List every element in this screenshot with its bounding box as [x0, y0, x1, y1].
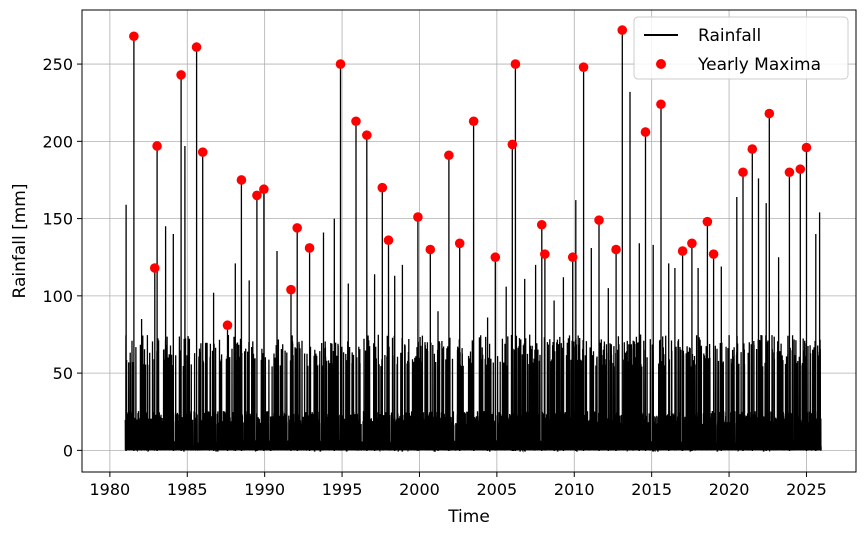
y-tick-label: 200: [42, 132, 73, 151]
x-tick-label: 1990: [244, 480, 285, 499]
plot-area: [124, 25, 822, 453]
yearly-maximum-point: [252, 190, 262, 201]
x-tick-label: 2015: [631, 480, 672, 499]
y-tick-label: 50: [53, 364, 73, 383]
yearly-maximum-point: [383, 235, 394, 246]
yearly-maximum-point: [377, 182, 388, 193]
y-axis: 0 50 100 150 200 250: [42, 55, 82, 460]
yearly-maximum-point: [191, 42, 202, 52]
x-tick-label: 2005: [477, 480, 518, 499]
yearly-maximum-point: [536, 219, 547, 230]
yearly-maximum-point: [176, 70, 186, 80]
yearly-maximum-point: [335, 59, 346, 69]
axes-frame: [81, 9, 857, 473]
yearly-maximum-point: [795, 164, 806, 174]
yearly-maximum-point: [362, 130, 372, 140]
yearly-maximum-point: [702, 216, 713, 227]
yearly-maximum-point: [468, 116, 479, 127]
yearly-maximum-point: [640, 127, 651, 137]
yearly-maximum-point: [197, 147, 208, 157]
yearly-maximum-point: [222, 320, 233, 331]
yearly-maximum-point: [784, 167, 795, 178]
yearly-maximum-point: [611, 244, 621, 255]
legend: Rainfall Yearly Maxima: [633, 16, 849, 80]
x-axis: 1980 1985 1990 1995 2000 2005 2010 2015 2020 2025: [90, 472, 827, 499]
yearly-maximum-point: [129, 31, 139, 42]
x-tick-label: 2025: [786, 480, 827, 499]
yearly-maximum-point: [507, 139, 518, 150]
y-axis-label: Rainfall [mm]: [10, 184, 30, 299]
yearly-maximum-point: [510, 59, 521, 69]
yearly-maximum-point: [351, 116, 361, 127]
x-tick-label: 2000: [399, 480, 440, 499]
yearly-maximum-point: [425, 244, 436, 255]
yearly-maximum-point: [454, 238, 465, 249]
yearly-maximum-point: [617, 25, 628, 35]
x-tick-label: 1995: [322, 480, 363, 499]
y-tick-label: 150: [42, 210, 73, 229]
yearly-maximum-point: [801, 142, 812, 153]
x-tick-label: 1985: [167, 480, 208, 499]
x-tick-label: 2010: [554, 480, 595, 499]
yearly-maximum-point: [413, 212, 423, 222]
yearly-maximum-point: [677, 246, 688, 256]
y-tick-label: 100: [42, 287, 73, 306]
yearly-maximum-point: [286, 284, 296, 295]
yearly-maximum-point: [444, 150, 454, 161]
legend-label-yearly-maxima: Yearly Maxima: [697, 55, 821, 75]
yearly-maximum-point: [656, 99, 666, 110]
legend-box: [633, 16, 849, 80]
yearly-maximum-point: [708, 249, 719, 259]
yearly-maximum-point: [259, 184, 269, 195]
y-tick-label: 0: [63, 441, 73, 460]
y-tick-label: 250: [42, 55, 73, 74]
yearly-maximum-point: [490, 252, 501, 263]
x-axis-label: Time: [447, 507, 490, 527]
yearly-maximum-point: [764, 108, 775, 119]
rainfall-line: [124, 30, 822, 453]
legend-label-rainfall: Rainfall: [698, 26, 761, 46]
yearly-maximum-point: [687, 238, 697, 249]
yearly-maximum-point: [567, 252, 578, 263]
yearly-maximum-point: [236, 175, 247, 185]
yearly-maximum-point: [594, 215, 604, 225]
yearly-maximum-point: [149, 263, 160, 273]
x-tick-label: 1980: [90, 480, 131, 499]
legend-marker-swatch: [656, 59, 666, 69]
yearly-maximum-point: [152, 141, 162, 151]
yearly-maximum-point: [738, 167, 748, 178]
yearly-maximum-point: [540, 249, 550, 259]
x-tick-label: 2020: [709, 480, 750, 499]
yearly-maximum-point: [292, 223, 302, 233]
yearly-maximum-point: [578, 62, 589, 72]
yearly-maximum-point: [747, 144, 758, 154]
yearly-maximum-point: [304, 243, 315, 253]
